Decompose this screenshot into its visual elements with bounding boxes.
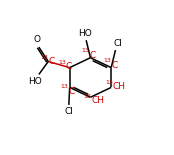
Text: 13: 13 <box>40 55 48 60</box>
Text: Cl: Cl <box>113 39 122 48</box>
Text: CH: CH <box>113 82 126 91</box>
Text: HO: HO <box>78 29 92 38</box>
Text: C: C <box>89 51 95 60</box>
Text: 13: 13 <box>58 60 66 65</box>
Text: HO: HO <box>28 77 41 86</box>
Text: C: C <box>112 61 118 70</box>
Text: C: C <box>66 62 72 71</box>
Text: 13: 13 <box>104 58 112 63</box>
Text: 13: 13 <box>105 80 113 85</box>
Text: 13: 13 <box>83 94 91 99</box>
Text: 13: 13 <box>81 49 89 53</box>
Text: C: C <box>48 57 54 66</box>
Text: CH: CH <box>91 96 104 105</box>
Text: O: O <box>34 35 41 44</box>
Text: Cl: Cl <box>64 107 73 116</box>
Text: C: C <box>68 86 74 95</box>
Text: 13: 13 <box>60 84 68 89</box>
